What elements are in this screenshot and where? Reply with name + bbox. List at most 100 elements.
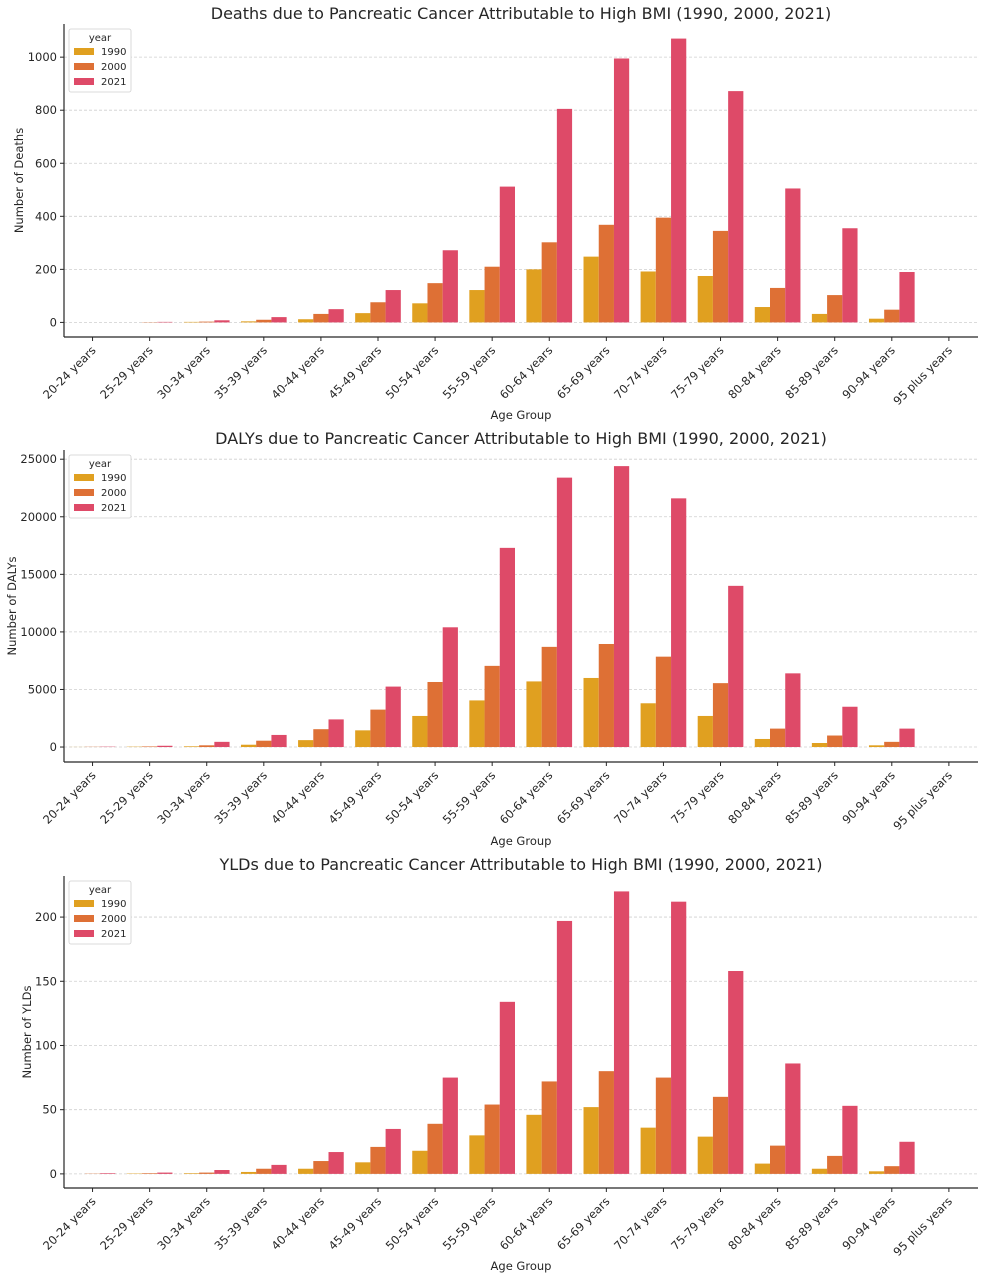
legend-frame [68, 28, 132, 93]
legend-frame [68, 454, 132, 519]
x-tick-label: 75-79 years [668, 1194, 727, 1253]
bar-2021-90-94-years [899, 728, 915, 748]
legend: year 1990 2000 2021 [68, 454, 132, 519]
bar-2000-65-69-years [598, 1071, 614, 1174]
y-tick-label: 15000 [20, 567, 57, 581]
bar-2000-60-64-years [541, 242, 557, 323]
bar-1990-40-44-years [298, 740, 314, 748]
x-tick-label: 90-94 years [839, 343, 898, 402]
legend-label: 2000 [101, 488, 126, 499]
bar-2000-85-89-years [827, 295, 843, 323]
x-tick-label: 30-34 years [154, 1194, 213, 1253]
legend-label: 1990 [101, 47, 126, 58]
x-tick-label: 95 plus years [890, 768, 955, 833]
bar-2021-35-39-years [271, 317, 287, 323]
bar-1990-85-89-years [811, 313, 828, 323]
x-tick-label: 80-84 years [725, 343, 784, 402]
bar-2000-90-94-years [884, 1166, 900, 1174]
bar-2000-80-84-years [770, 728, 786, 748]
bar-2000-25-29-years [142, 1173, 158, 1174]
legend-label: 2021 [101, 929, 126, 940]
bar-1990-80-84-years [754, 1163, 770, 1174]
x-tick-label: 85-89 years [782, 768, 841, 827]
x-tick-label: 70-74 years [611, 768, 670, 827]
x-tick-label: 45-49 years [326, 1194, 385, 1253]
legend-frame [68, 880, 132, 945]
legend-swatch-2000 [74, 915, 94, 922]
bar-2021-85-89-years [842, 1105, 858, 1174]
bar-1990-90-94-years [868, 1171, 885, 1174]
legend-label: 2000 [101, 62, 126, 73]
bar-2000-40-44-years [313, 729, 329, 748]
bar-1990-60-64-years [526, 1114, 542, 1174]
bar-1990-45-49-years [355, 1162, 371, 1174]
legend-label: 1990 [101, 899, 126, 910]
bar-1990-55-59-years [469, 290, 485, 323]
x-tick-label: 75-79 years [668, 343, 727, 402]
bar-2021-45-49-years [385, 1128, 401, 1174]
x-tick-label: 20-24 years [40, 1194, 99, 1253]
x-tick-label: 55-59 years [440, 768, 499, 827]
bar-1990-70-74-years [640, 1127, 656, 1174]
bar-1990-60-64-years [526, 681, 542, 748]
bar-2000-25-29-years [142, 746, 158, 748]
legend-swatch-2000 [74, 63, 94, 70]
bar-2000-70-74-years [655, 217, 672, 323]
bar-2021-35-39-years [271, 734, 287, 748]
x-tick-label: 35-39 years [211, 343, 270, 402]
bar-2000-65-69-years [598, 643, 614, 748]
chart-2: 0 5000 10000 15000 20000 25000 20-24 years25-2… [5, 429, 978, 848]
bar-2000-85-89-years [827, 735, 843, 748]
bar-2021-45-49-years [385, 686, 401, 748]
chart-title: YLDs due to Pancreatic Cancer Attributab… [218, 855, 822, 874]
y-tick-label: 10000 [20, 625, 57, 639]
x-tick-label: 25-29 years [97, 1194, 156, 1253]
bar-1990-75-79-years [697, 715, 713, 748]
bar-1990-50-54-years [412, 715, 428, 748]
bar-2000-55-59-years [484, 266, 500, 323]
x-tick-label: 80-84 years [725, 768, 784, 827]
x-tick-label: 35-39 years [211, 1194, 270, 1253]
x-tick-label: 35-39 years [211, 768, 270, 827]
bar-2000-70-74-years [655, 656, 672, 748]
bar-2021-45-49-years [385, 290, 401, 323]
y-tick-label: 0 [50, 740, 57, 754]
bar-1990-65-69-years [583, 256, 599, 323]
bar-2000-85-89-years [827, 1155, 843, 1174]
bar-2021-65-69-years [613, 466, 630, 748]
legend-swatch-2021 [74, 78, 94, 85]
y-tick-label: 800 [35, 103, 57, 117]
x-tick-label: 70-74 years [611, 1194, 670, 1253]
bar-1990-40-44-years [298, 319, 314, 323]
bar-1990-50-54-years [412, 1150, 428, 1174]
bar-2021-75-79-years [728, 91, 744, 323]
x-tick-label: 55-59 years [440, 1194, 499, 1253]
bar-2000-90-94-years [884, 741, 900, 748]
bar-2021-40-44-years [328, 1152, 344, 1174]
bar-2021-80-84-years [785, 673, 801, 748]
y-tick-label: 200 [35, 262, 57, 276]
bar-1990-70-74-years [640, 703, 656, 748]
bar-2000-40-44-years [313, 313, 329, 323]
bar-2021-90-94-years [899, 1141, 915, 1174]
y-axis-label: Number of DALYs [5, 556, 19, 655]
bar-2000-75-79-years [712, 1096, 729, 1174]
legend-title: year [89, 885, 112, 896]
bar-2000-65-69-years [598, 224, 614, 323]
bar-1990-75-79-years [697, 1136, 713, 1174]
bar-2000-75-79-years [712, 683, 729, 748]
bar-2000-45-49-years [370, 1146, 386, 1174]
x-tick-label: 25-29 years [97, 768, 156, 827]
bar-1990-45-49-years [355, 730, 371, 748]
x-tick-label: 45-49 years [326, 768, 385, 827]
x-tick-label: 30-34 years [154, 768, 213, 827]
bar-2021-50-54-years [442, 1077, 458, 1174]
bar-2000-40-44-years [313, 1161, 329, 1174]
chart-title: DALYs due to Pancreatic Cancer Attributa… [215, 429, 827, 448]
bar-2000-45-49-years [370, 709, 386, 748]
bar-2021-30-34-years [214, 320, 230, 323]
bar-2021-30-34-years [214, 741, 230, 748]
x-tick-label: 65-69 years [554, 768, 613, 827]
bar-2021-75-79-years [728, 585, 744, 748]
